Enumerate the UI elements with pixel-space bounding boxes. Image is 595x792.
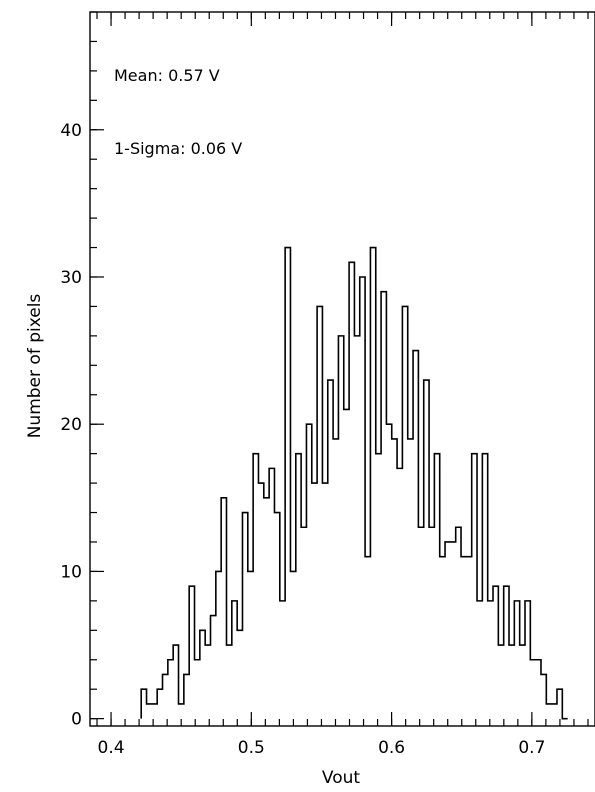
y-tick-label: 0: [71, 710, 82, 730]
y-tick-label: 20: [60, 415, 82, 435]
y-tick-label: 10: [60, 562, 82, 582]
plot-frame: [89, 11, 595, 727]
tick-labels: 0.4 0.5 0.6 0.7 0 10 20 30 40: [60, 121, 545, 758]
axis-ticks: [90, 11, 589, 726]
x-tick-label: 0.5: [238, 738, 265, 758]
x-axis-title: Vout: [322, 768, 360, 788]
histogram-outline: [140, 246, 568, 720]
y-axis-title: Number of pixels: [25, 294, 45, 439]
annotation-mean: Mean: 0.57 V: [114, 66, 220, 85]
x-tick-label: 0.4: [98, 738, 125, 758]
x-tick-label: 0.7: [518, 738, 545, 758]
y-tick-label: 30: [60, 268, 82, 288]
annotation-sigma: 1-Sigma: 0.06 V: [114, 139, 242, 158]
y-tick-label: 40: [60, 121, 82, 141]
x-tick-label: 0.6: [378, 738, 405, 758]
